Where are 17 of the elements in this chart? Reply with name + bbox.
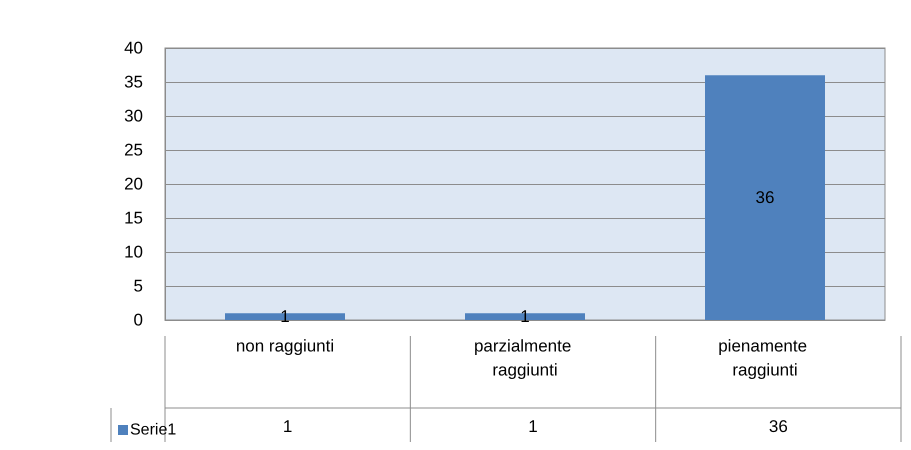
x-tick-label: parzialmente raggiunti	[474, 336, 576, 380]
y-tick-label: 15	[124, 208, 143, 228]
x-tick-label: pienamente raggiunti	[718, 336, 812, 380]
y-tick-label: 40	[124, 38, 143, 58]
y-tick-label: 35	[124, 72, 143, 92]
y-tick-label: 5	[134, 276, 143, 296]
x-tick-label: non raggiunti	[236, 336, 334, 356]
data-label: 1	[282, 417, 292, 436]
y-tick-label: 0	[134, 310, 143, 330]
y-tick-label: 20	[124, 174, 143, 194]
y-tick-label: 30	[124, 106, 143, 126]
data-label: 1	[528, 417, 538, 436]
y-tick-label: 10	[124, 242, 143, 262]
legend-label: Serie1	[130, 422, 176, 438]
data-label: 36	[768, 417, 788, 436]
y-tick-label: 25	[124, 140, 143, 160]
text: 36	[756, 188, 774, 208]
